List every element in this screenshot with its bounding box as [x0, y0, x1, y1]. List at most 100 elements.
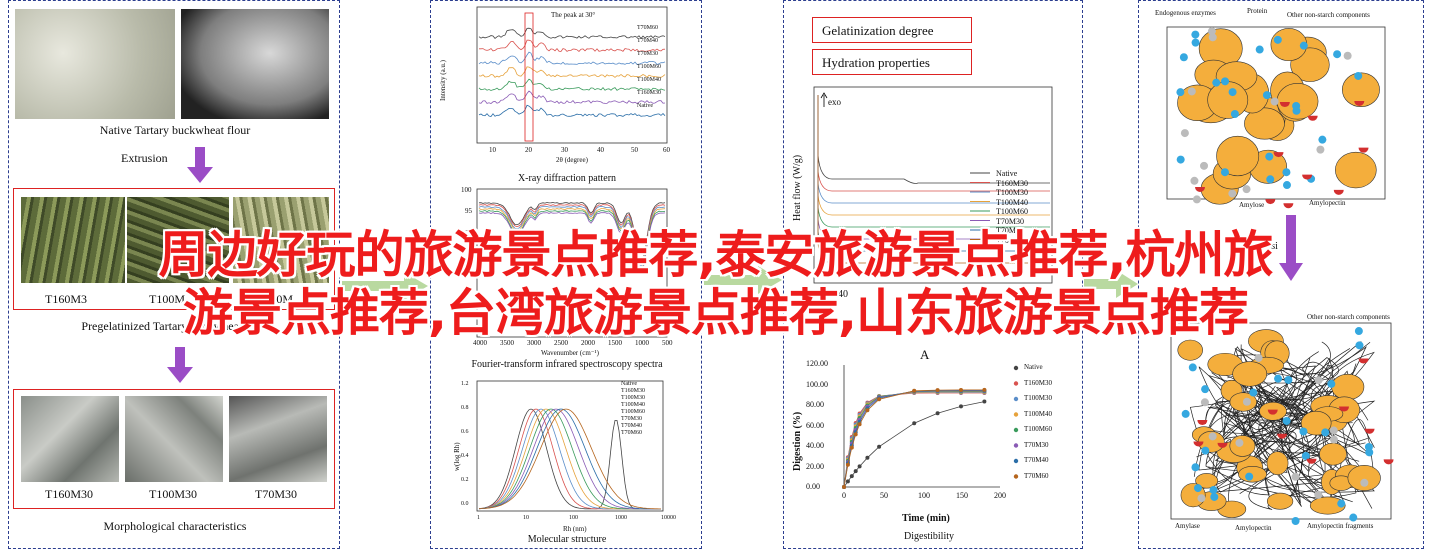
protein-dot	[1270, 97, 1279, 106]
mol-ytick: 0.4	[461, 453, 469, 459]
mol-line-Native	[478, 408, 661, 510]
starch-granule	[1232, 361, 1268, 387]
dig-legend-marker	[1013, 458, 1019, 464]
protein-dot	[1301, 451, 1310, 460]
dig-line-T70M40	[843, 390, 985, 488]
enzyme-icon	[1358, 358, 1369, 364]
protein-dot	[1292, 106, 1301, 115]
xrd-series-label: T70M40	[637, 38, 658, 44]
hydration-box	[812, 49, 972, 75]
protein-dot	[1192, 195, 1201, 204]
amylose-strand	[1190, 419, 1374, 495]
enzyme-icon	[1195, 187, 1206, 193]
starch-granule	[1266, 492, 1294, 510]
dsc-chart	[813, 86, 1053, 284]
protein-dot	[1354, 327, 1363, 336]
protein-dot	[1299, 41, 1308, 50]
top-label-protein: Protein	[1247, 7, 1268, 15]
xrd-line-T160M30	[478, 90, 666, 104]
protein-dot	[1333, 50, 1342, 59]
pregel-label-2: T100M	[149, 292, 185, 306]
xrd-line-T100M40	[478, 78, 666, 92]
mol-ytick: 0.0	[461, 501, 469, 507]
protein-dot	[1314, 376, 1323, 385]
protein-dot	[1235, 438, 1244, 447]
ftir-ytick-3: 90	[465, 229, 472, 237]
xrd-series-label: Native	[637, 103, 653, 109]
morph-caption: Morphological characteristics	[103, 519, 247, 533]
protein-dot	[1242, 185, 1251, 194]
ftir-chart	[476, 188, 668, 338]
top-label-amylose: Amylose	[1239, 201, 1265, 209]
dig-legend-item: T70M40	[1024, 456, 1049, 464]
mol-line-T70M60	[478, 408, 661, 510]
protein-dot	[1176, 155, 1185, 164]
starch-granule	[1207, 81, 1249, 119]
morph-sem-1	[21, 396, 119, 482]
protein-dot	[1291, 516, 1300, 525]
dig-legend-item: T100M40	[1024, 409, 1052, 418]
dig-line-Native	[843, 401, 985, 488]
protein-dot	[1200, 398, 1209, 407]
gelatinization-label: Gelatinization degree	[822, 23, 934, 38]
protein-dot	[1176, 88, 1185, 97]
dig-axis	[843, 365, 1000, 488]
protein-dot	[1249, 388, 1258, 397]
xrd-line-T70M30	[478, 51, 666, 65]
dsc-line-Native	[817, 95, 1050, 184]
top-label-enzymes: Endogenous enzymes	[1155, 9, 1216, 17]
mol-ylabel: w(log Rh)	[453, 442, 461, 471]
mol-legend-item: T100M40	[621, 402, 645, 408]
protein-dot	[1228, 189, 1237, 198]
pregel-caption: Pregelatinized Tartary buckwheat flour	[81, 319, 269, 333]
mol-caption: Molecular structure	[527, 534, 607, 545]
morph-label-3: T70M30	[255, 487, 297, 501]
dig-legend-item: T160M30	[1024, 378, 1052, 387]
protein-dot	[1360, 478, 1369, 487]
starch-granule	[1335, 151, 1377, 189]
native-sem-image	[181, 9, 329, 119]
starch-granule	[1244, 107, 1285, 140]
dig-xtick: 100	[918, 491, 930, 500]
ftir-xtick: 4000	[473, 339, 487, 347]
protein-dot	[1191, 30, 1200, 39]
morph-sem-2	[125, 396, 223, 482]
bottom-label-nonstarch: Other non-starch components	[1307, 313, 1390, 321]
xrd-xtick-2: 20	[525, 146, 532, 154]
digestion-chart	[842, 365, 1019, 489]
protein-dot	[1191, 463, 1200, 472]
protein-dot	[1180, 129, 1189, 138]
starch-granule	[1238, 465, 1267, 483]
dsc-legend-item: T100M40	[996, 197, 1028, 207]
xrd-ylabel: Intensity (a.u.)	[439, 59, 447, 101]
mol-xtick: 10000	[661, 515, 676, 521]
protein-dot	[1299, 427, 1308, 436]
morph-sem-3	[229, 396, 327, 482]
granule-diagram-top	[1166, 26, 1386, 209]
xrd-xlabel: 2θ (degree)	[556, 156, 588, 164]
dig-legend-item: T70M30	[1024, 440, 1049, 449]
protein-dot	[1210, 492, 1219, 501]
noodle-photo-2	[127, 197, 229, 283]
enzyme-icon	[1273, 152, 1284, 158]
enzyme-icon	[1193, 441, 1204, 447]
xrd-line-T70M40	[479, 39, 666, 52]
ftir-xtick: 2000	[581, 339, 595, 347]
protein-dot	[1245, 472, 1254, 481]
dig-ytick: 20.00	[806, 461, 824, 471]
protein-dot	[1284, 375, 1293, 384]
protein-dot	[1197, 494, 1206, 503]
mol-xtick: 10	[523, 515, 529, 521]
mol-xtick: 100	[569, 515, 578, 521]
dig-ytick: 0.00	[806, 482, 820, 491]
dig-ytick: 80.00	[806, 400, 824, 409]
protein-dot	[1282, 168, 1291, 177]
protein-dot	[1265, 152, 1274, 161]
right-arrow-icon-2	[704, 266, 782, 294]
enzyme-icon	[1217, 442, 1228, 448]
hydration-label: Hydration properties	[822, 55, 930, 70]
enzyme-icon	[1358, 147, 1369, 153]
protein-dot	[1355, 341, 1364, 350]
mol-legend-item: T70M40	[621, 423, 642, 429]
protein-dot	[1212, 78, 1221, 87]
